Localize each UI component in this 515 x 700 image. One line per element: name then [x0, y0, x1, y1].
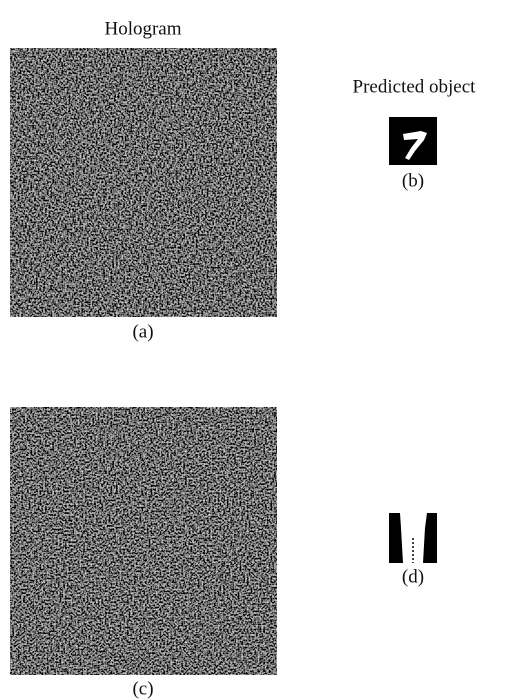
hologram-a	[10, 48, 277, 317]
panel-label: (d)	[402, 566, 424, 587]
panel-label: (a)	[132, 321, 153, 342]
column-title: Predicted object	[353, 76, 477, 97]
predicted-object-b	[389, 117, 437, 165]
panel-label: (b)	[402, 170, 424, 191]
predicted-object-d	[389, 513, 437, 563]
hologram-c	[10, 407, 277, 675]
figure: Hologram Predicted object (a) (b) (c) (d…	[0, 0, 515, 700]
panel-label: (c)	[132, 678, 153, 699]
column-title: Hologram	[104, 18, 181, 39]
